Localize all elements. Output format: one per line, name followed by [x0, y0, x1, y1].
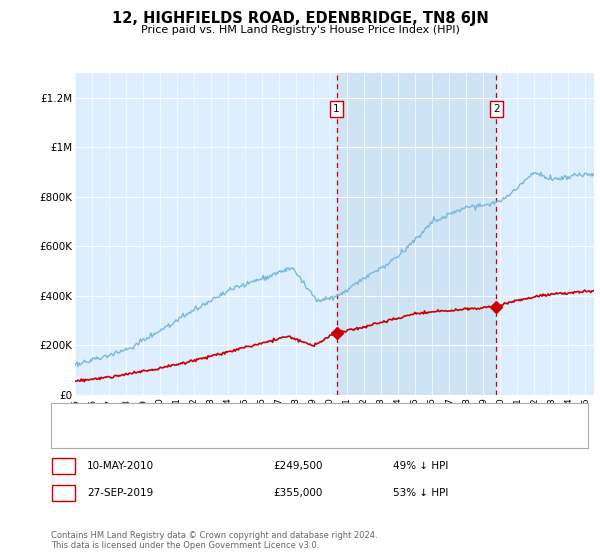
Bar: [337, 73, 496, 395]
Text: Price paid vs. HM Land Registry's House Price Index (HPI): Price paid vs. HM Land Registry's House …: [140, 25, 460, 35]
Text: 53% ↓ HPI: 53% ↓ HPI: [393, 488, 448, 498]
Text: £355,000: £355,000: [273, 488, 322, 498]
Text: £249,500: £249,500: [273, 461, 323, 471]
Text: HPI: Average price, detached house, Sevenoaks: HPI: Average price, detached house, Seve…: [95, 431, 328, 441]
Text: 12, HIGHFIELDS ROAD, EDENBRIDGE, TN8 6JN: 12, HIGHFIELDS ROAD, EDENBRIDGE, TN8 6JN: [112, 11, 488, 26]
Text: 49% ↓ HPI: 49% ↓ HPI: [393, 461, 448, 471]
Text: 27-SEP-2019: 27-SEP-2019: [87, 488, 153, 498]
Text: Contains HM Land Registry data © Crown copyright and database right 2024.
This d: Contains HM Land Registry data © Crown c…: [51, 530, 377, 550]
Text: ——: ——: [62, 430, 86, 442]
Text: 2: 2: [493, 104, 499, 114]
Text: 12, HIGHFIELDS ROAD, EDENBRIDGE, TN8 6JN (detached house): 12, HIGHFIELDS ROAD, EDENBRIDGE, TN8 6JN…: [95, 410, 410, 421]
Text: 10-MAY-2010: 10-MAY-2010: [87, 461, 154, 471]
Text: 1: 1: [60, 461, 67, 471]
Text: 2: 2: [60, 488, 67, 498]
Text: 1: 1: [333, 104, 340, 114]
Text: ——: ——: [62, 409, 86, 422]
